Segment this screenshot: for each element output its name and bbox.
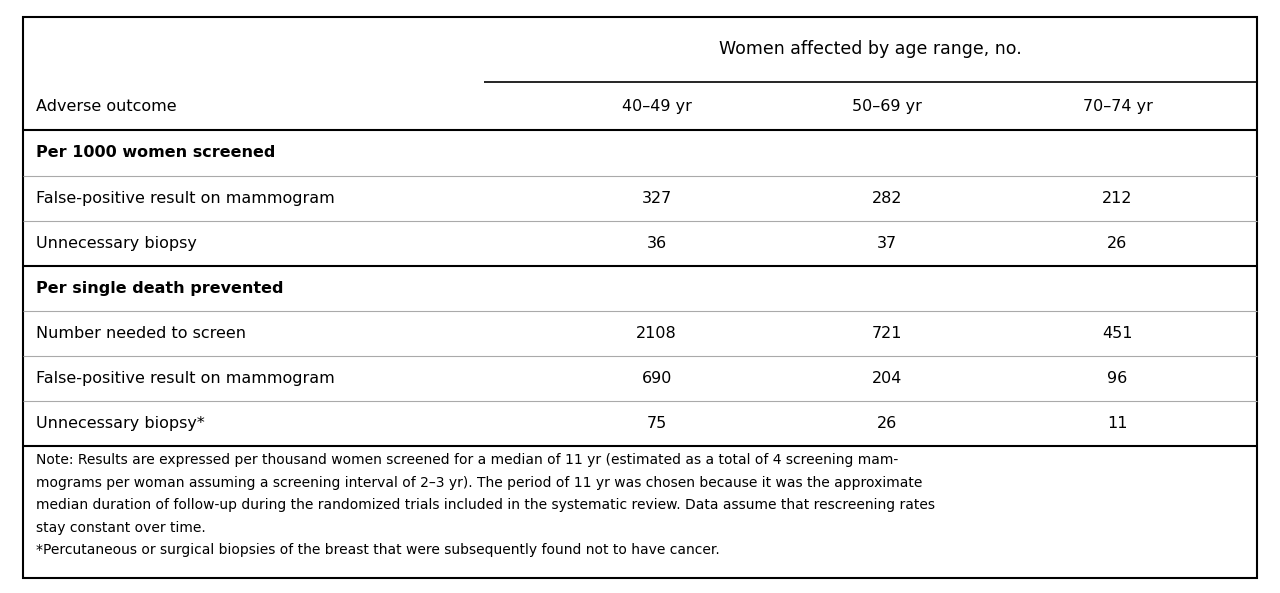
Text: 282: 282	[872, 190, 902, 206]
Text: 26: 26	[1107, 235, 1128, 251]
Text: 327: 327	[641, 190, 672, 206]
Text: False-positive result on mammogram: False-positive result on mammogram	[36, 371, 334, 386]
Text: Per single death prevented: Per single death prevented	[36, 280, 283, 296]
Text: False-positive result on mammogram: False-positive result on mammogram	[36, 190, 334, 206]
Text: 690: 690	[641, 371, 672, 386]
Text: 96: 96	[1107, 371, 1128, 386]
Text: 26: 26	[877, 416, 897, 431]
Text: stay constant over time.: stay constant over time.	[36, 521, 206, 535]
Text: 75: 75	[646, 416, 667, 431]
Text: 70–74 yr: 70–74 yr	[1083, 98, 1152, 114]
Text: Number needed to screen: Number needed to screen	[36, 326, 246, 341]
Text: Note: Results are expressed per thousand women screened for a median of 11 yr (e: Note: Results are expressed per thousand…	[36, 453, 899, 467]
Text: 212: 212	[1102, 190, 1133, 206]
Text: 11: 11	[1107, 416, 1128, 431]
Text: Unnecessary biopsy*: Unnecessary biopsy*	[36, 416, 205, 431]
Text: median duration of follow-up during the randomized trials included in the system: median duration of follow-up during the …	[36, 498, 934, 512]
Text: Per 1000 women screened: Per 1000 women screened	[36, 145, 275, 161]
Text: Women affected by age range, no.: Women affected by age range, no.	[719, 40, 1021, 58]
Text: 50–69 yr: 50–69 yr	[852, 98, 922, 114]
Text: *Percutaneous or surgical biopsies of the breast that were subsequently found no: *Percutaneous or surgical biopsies of th…	[36, 543, 719, 557]
Text: mograms per woman assuming a screening interval of 2–3 yr). The period of 11 yr : mograms per woman assuming a screening i…	[36, 476, 922, 490]
Text: 36: 36	[646, 235, 667, 251]
Text: 2108: 2108	[636, 326, 677, 341]
Text: 451: 451	[1102, 326, 1133, 341]
Text: 40–49 yr: 40–49 yr	[622, 98, 691, 114]
Text: 204: 204	[872, 371, 902, 386]
Text: 37: 37	[877, 235, 897, 251]
Text: 721: 721	[872, 326, 902, 341]
Text: Unnecessary biopsy: Unnecessary biopsy	[36, 235, 197, 251]
Text: Adverse outcome: Adverse outcome	[36, 98, 177, 114]
